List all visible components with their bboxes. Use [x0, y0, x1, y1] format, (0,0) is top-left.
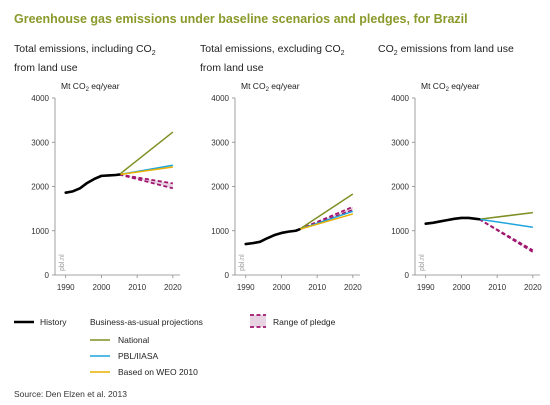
- y-tick-label: 2000: [391, 183, 409, 192]
- y-tick-label: 4000: [211, 94, 229, 103]
- pledge-range-area: [299, 206, 353, 230]
- y-tick-label: 4000: [31, 94, 49, 103]
- history-line: [424, 216, 481, 225]
- legend-bau-header: Business-as-usual projections: [90, 317, 203, 327]
- y-tick-label: 1000: [391, 227, 409, 236]
- y-tick-label: 1000: [211, 227, 229, 236]
- y-axis-unit-label: Mt CO2 eq/year: [61, 81, 120, 93]
- x-tick-label: 2010: [308, 283, 326, 292]
- pledge-lower-line: [119, 173, 174, 190]
- series-line-national: [479, 211, 533, 220]
- x-tick-label: 2000: [93, 283, 111, 292]
- series-line-pbl-iiasa: [479, 218, 533, 228]
- x-tick-label: 2020: [524, 283, 542, 292]
- y-tick-label: 2000: [211, 183, 229, 192]
- series-line-national: [118, 131, 174, 176]
- chart-panel-2: 0 1000 2000 3000 4000 1990 2000 2010 2020 pbl.nl: [211, 94, 362, 292]
- y-tick-label: 3000: [391, 138, 409, 147]
- history-line: [244, 228, 301, 246]
- watermark-text: pbl.nl: [59, 254, 66, 271]
- source-note: Source: Den Elzen et al. 2013: [14, 389, 127, 399]
- y-tick-label: 2000: [31, 183, 49, 192]
- y-tick-label: 1000: [31, 227, 49, 236]
- watermark-text: pbl.nl: [419, 254, 426, 271]
- legend-national-label: National: [118, 335, 149, 345]
- series-line-based-on-weo-2010: [299, 213, 354, 231]
- series-line-based-on-weo-2010: [119, 166, 173, 176]
- legend-pledge-fill: [250, 315, 266, 327]
- x-tick-label: 2000: [273, 283, 291, 292]
- y-tick-label: 3000: [31, 138, 49, 147]
- panel-1-subtitle: Total emissions, including CO2 from land …: [14, 43, 156, 75]
- legend: History Business-as-usual projections Nati…: [14, 314, 336, 377]
- y-tick-label: 0: [405, 271, 410, 280]
- watermark-text: pbl.nl: [239, 254, 246, 271]
- legend-history-label: History: [40, 317, 67, 327]
- pledge-lower-line: [478, 218, 534, 253]
- x-tick-label: 2010: [128, 283, 146, 292]
- x-tick-label: 2020: [344, 283, 362, 292]
- chart-panel-1: 0 1000 2000 3000 4000 1990 2000 2010 2020 pbl.nl: [31, 94, 182, 292]
- y-axis-unit-label: Mt CO2 eq/year: [241, 81, 300, 93]
- panel-3-subtitle: CO2 emissions from land use: [378, 43, 514, 58]
- panel-2-subtitle: Total emissions, excluding CO2 from land …: [200, 43, 345, 75]
- y-tick-label: 3000: [211, 138, 229, 147]
- x-tick-label: 1990: [57, 283, 75, 292]
- y-tick-label: 0: [45, 271, 50, 280]
- x-tick-label: 2010: [488, 283, 506, 292]
- y-tick-label: 0: [225, 271, 230, 280]
- history-line: [64, 173, 121, 194]
- x-tick-label: 2000: [453, 283, 471, 292]
- chart-panel-3: 0 1000 2000 3000 4000 1990 2000 2010 2020 pbl.nl: [391, 94, 542, 292]
- x-tick-label: 1990: [237, 283, 255, 292]
- y-axis-unit-label: Mt CO2 eq/year: [421, 81, 480, 93]
- y-tick-label: 4000: [391, 94, 409, 103]
- legend-pledge-label: Range of pledge: [273, 317, 336, 327]
- legend-pbl-label: PBL/IIASA: [118, 351, 158, 361]
- series-line-national: [298, 193, 354, 231]
- page-title: Greenhouse gas emissions under baseline …: [14, 12, 468, 26]
- x-tick-label: 1990: [417, 283, 435, 292]
- legend-weo-label: Based on WEO 2010: [118, 367, 198, 377]
- x-tick-label: 2020: [164, 283, 182, 292]
